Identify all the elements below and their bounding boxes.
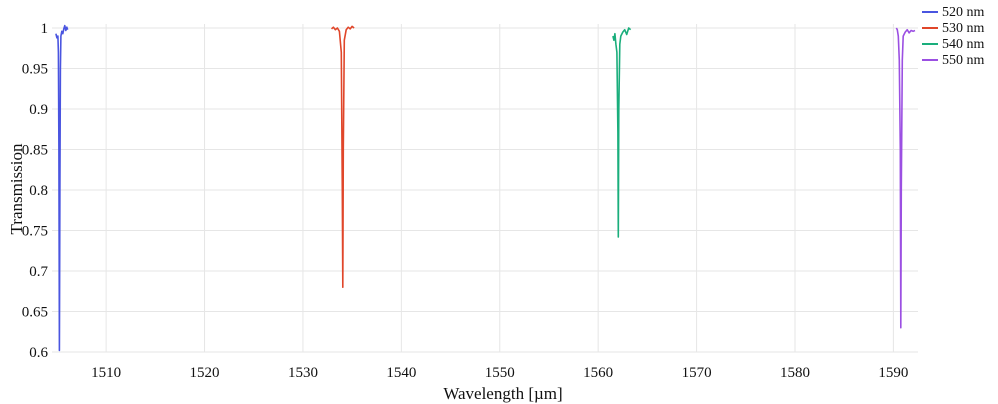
series-line-520-nm xyxy=(55,24,69,352)
y-tick-label: 0.7 xyxy=(29,264,48,280)
series-line-550-nm xyxy=(895,27,916,329)
series-line-540-nm xyxy=(612,27,632,238)
x-tick-label: 1540 xyxy=(386,365,416,381)
x-tick-label: 1580 xyxy=(780,365,810,381)
x-tick-label: 1550 xyxy=(485,365,515,381)
y-axis-label: Transmission xyxy=(7,143,26,235)
y-tick-label: 0.8 xyxy=(29,183,48,199)
x-axis-label: Wavelength [µm] xyxy=(443,384,562,403)
y-axis-ticks: 0.6 0.65 0.7 0.75 0.8 0.85 0.9 0.95 1 xyxy=(22,21,49,361)
x-tick-label: 1520 xyxy=(190,365,220,381)
y-tick-label: 0.9 xyxy=(29,102,48,118)
x-tick-label: 1530 xyxy=(288,365,318,381)
y-tick-label: 0.85 xyxy=(22,143,48,159)
y-tick-label: 0.6 xyxy=(29,345,48,361)
y-tick-label: 0.95 xyxy=(22,62,48,78)
series-lines xyxy=(55,24,916,352)
x-tick-label: 1570 xyxy=(682,365,712,381)
legend-label: 520 nm xyxy=(942,5,985,20)
legend-label: 530 nm xyxy=(942,21,985,36)
series-line-530-nm xyxy=(330,25,355,289)
x-tick-label: 1510 xyxy=(91,365,121,381)
legend-label: 540 nm xyxy=(942,37,985,52)
grid xyxy=(52,24,918,353)
y-tick-label: 1 xyxy=(41,21,49,37)
y-tick-label: 0.65 xyxy=(22,305,48,321)
legend-label: 550 nm xyxy=(942,53,985,68)
x-axis-ticks: 1510 1520 1530 1540 1550 1560 1570 1580 1590 xyxy=(91,365,908,381)
x-tick-label: 1590 xyxy=(878,365,908,381)
y-tick-label: 0.75 xyxy=(22,224,48,240)
x-tick-label: 1560 xyxy=(583,365,613,381)
